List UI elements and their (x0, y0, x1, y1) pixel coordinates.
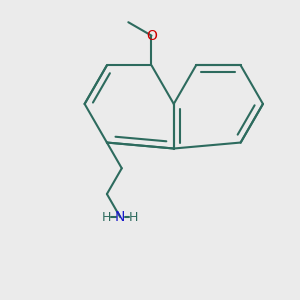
Text: O: O (146, 28, 157, 43)
Text: H: H (129, 211, 138, 224)
Text: H: H (102, 211, 112, 224)
Text: N: N (115, 210, 125, 224)
